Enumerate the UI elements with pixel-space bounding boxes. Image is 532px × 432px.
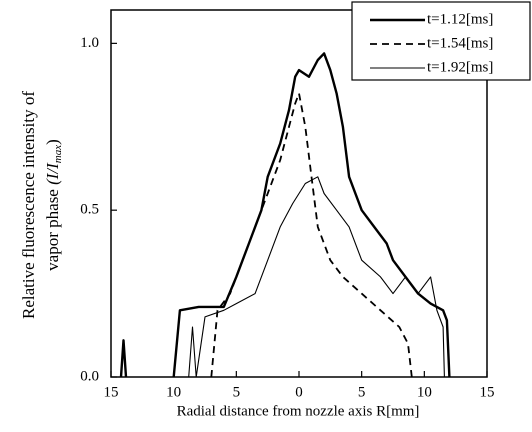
x-tick-label: 15	[104, 384, 119, 400]
x-tick-label: 15	[480, 384, 495, 400]
y-axis-label: Relative fluorescence intensity of vapor…	[19, 91, 64, 319]
series-line	[188, 176, 445, 378]
legend-box	[351, 1, 531, 81]
y-tick-label: 0.5	[80, 202, 99, 218]
x-tick-label: 5	[358, 384, 366, 400]
x-tick-label: 10	[166, 384, 181, 400]
y-tick-label: 0.0	[80, 368, 99, 384]
x-tick-label: 5	[233, 384, 241, 400]
x-tick-label: 10	[417, 384, 432, 400]
y-label-part: vapor phase	[43, 189, 62, 271]
x-tick-label: 0	[295, 384, 303, 400]
y-label-sub: max	[52, 145, 64, 163]
legend-label: t=1.12[ms]	[427, 11, 493, 27]
y-label-line: Relative fluorescence intensity of	[19, 91, 38, 319]
y-label-part: (I/I	[43, 162, 62, 185]
series-line	[210, 92, 413, 378]
x-axis-label: Radial distance from nozzle axis R[mm]	[177, 403, 420, 419]
y-label-part: )	[43, 139, 62, 145]
legend-label: t=1.54[ms]	[427, 35, 493, 51]
y-tick-label: 1.0	[80, 35, 99, 51]
legend-label: t=1.92[ms]	[427, 59, 493, 75]
y-label-line: vapor phase (I/Imax)	[43, 139, 64, 271]
